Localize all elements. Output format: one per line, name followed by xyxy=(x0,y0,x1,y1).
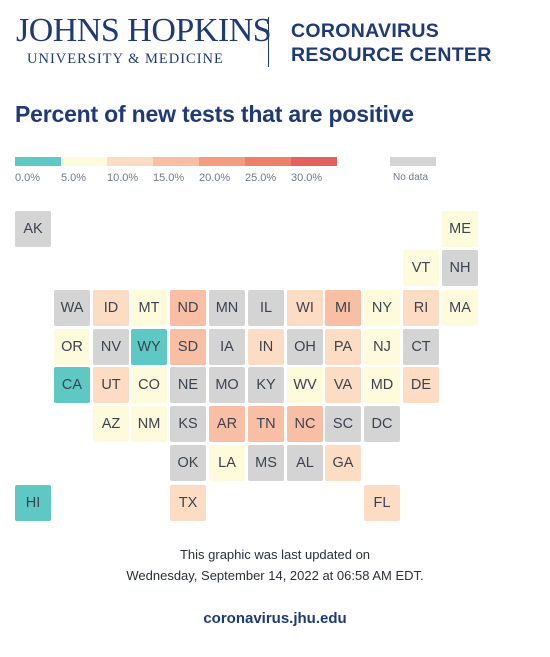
state-tile-pa[interactable]: PA xyxy=(325,329,361,365)
state-tile-ak[interactable]: AK xyxy=(15,211,51,247)
site-link[interactable]: coronavirus.jhu.edu xyxy=(203,610,347,627)
legend-no-data-label: No data xyxy=(393,172,429,183)
state-tile-id[interactable]: ID xyxy=(93,290,129,326)
resource-center-line-2: RESOURCE CENTER xyxy=(291,44,492,66)
state-tile-tx[interactable]: TX xyxy=(170,485,206,521)
state-tile-co[interactable]: CO xyxy=(131,367,167,403)
resource-center-name: CORONAVIRUS RESOURCE CENTER xyxy=(291,19,492,67)
state-tile-sd[interactable]: SD xyxy=(170,329,206,365)
state-tile-mn[interactable]: MN xyxy=(209,290,245,326)
state-tile-ks[interactable]: KS xyxy=(170,406,206,442)
jhu-logo-header: JOHNS HOPKINS UNIVERSITY & MEDICINE CORO… xyxy=(14,12,534,70)
resource-center-line-1: CORONAVIRUS xyxy=(291,20,440,42)
legend-label: 10.0% xyxy=(107,172,139,184)
state-tile-nv[interactable]: NV xyxy=(93,329,129,365)
legend-swatch xyxy=(61,157,107,166)
updated-note-line-1: This graphic was last updated on xyxy=(179,547,371,562)
state-tile-ne[interactable]: NE xyxy=(170,367,206,403)
org-subtitle: UNIVERSITY & MEDICINE xyxy=(27,51,224,67)
state-tile-ia[interactable]: IA xyxy=(209,329,245,365)
state-tile-al[interactable]: AL xyxy=(287,445,323,481)
state-tile-fl[interactable]: FL xyxy=(364,485,400,521)
page-title: Percent of new tests that are positive xyxy=(15,101,414,127)
state-tile-wv[interactable]: WV xyxy=(287,367,323,403)
state-tile-ut[interactable]: UT xyxy=(93,367,129,403)
legend-swatch xyxy=(245,157,291,166)
legend-swatch xyxy=(15,157,61,166)
state-tile-mt[interactable]: MT xyxy=(131,290,167,326)
legend-label: 20.0% xyxy=(199,172,231,184)
state-tile-nj[interactable]: NJ xyxy=(364,329,400,365)
state-tile-me[interactable]: ME xyxy=(442,211,478,247)
state-tile-wa[interactable]: WA xyxy=(54,290,90,326)
legend-swatch xyxy=(153,157,199,166)
state-tile-md[interactable]: MD xyxy=(364,367,400,403)
legend-swatch xyxy=(107,157,153,166)
state-tile-ny[interactable]: NY xyxy=(364,290,400,326)
state-tile-ma[interactable]: MA xyxy=(442,290,478,326)
state-tile-de[interactable]: DE xyxy=(403,367,439,403)
state-tile-ky[interactable]: KY xyxy=(248,367,284,403)
legend-label: 30.0% xyxy=(291,172,323,184)
state-tile-nh[interactable]: NH xyxy=(442,250,478,286)
legend-label: 25.0% xyxy=(245,172,277,184)
state-tile-nm[interactable]: NM xyxy=(131,406,167,442)
state-tile-nd[interactable]: ND xyxy=(170,290,206,326)
state-tile-tn[interactable]: TN xyxy=(248,406,284,442)
legend-label: 15.0% xyxy=(153,172,185,184)
state-tile-vt[interactable]: VT xyxy=(403,250,439,286)
state-tile-hi[interactable]: HI xyxy=(15,485,51,521)
state-tile-ar[interactable]: AR xyxy=(209,406,245,442)
state-tile-or[interactable]: OR xyxy=(54,329,90,365)
state-tile-dc[interactable]: DC xyxy=(364,406,400,442)
state-tile-ca[interactable]: CA xyxy=(54,367,90,403)
legend-swatch xyxy=(199,157,245,166)
state-tile-va[interactable]: VA xyxy=(325,367,361,403)
legend-label: 0.0% xyxy=(15,172,41,184)
state-tile-la[interactable]: LA xyxy=(209,445,245,481)
state-tile-ms[interactable]: MS xyxy=(248,445,284,481)
state-tile-mi[interactable]: MI xyxy=(325,290,361,326)
org-name: JOHNS HOPKINS xyxy=(16,12,272,49)
state-tile-il[interactable]: IL xyxy=(248,290,284,326)
legend-swatch xyxy=(291,157,337,166)
legend-label: 5.0% xyxy=(61,172,87,184)
logo-divider xyxy=(268,17,269,67)
state-tile-in[interactable]: IN xyxy=(248,329,284,365)
state-tile-ga[interactable]: GA xyxy=(325,445,361,481)
state-tile-az[interactable]: AZ xyxy=(93,406,129,442)
state-tile-wy[interactable]: WY xyxy=(131,329,167,365)
state-tile-ok[interactable]: OK xyxy=(170,445,206,481)
state-tile-ri[interactable]: RI xyxy=(403,290,439,326)
legend-no-data-swatch xyxy=(390,157,436,166)
state-tile-oh[interactable]: OH xyxy=(287,329,323,365)
state-tile-ct[interactable]: CT xyxy=(403,329,439,365)
state-tile-sc[interactable]: SC xyxy=(325,406,361,442)
updated-note-line-2: Wednesday, September 14, 2022 at 06:58 A… xyxy=(126,568,424,583)
state-tile-wi[interactable]: WI xyxy=(287,290,323,326)
state-tile-mo[interactable]: MO xyxy=(209,367,245,403)
state-tile-nc[interactable]: NC xyxy=(287,406,323,442)
